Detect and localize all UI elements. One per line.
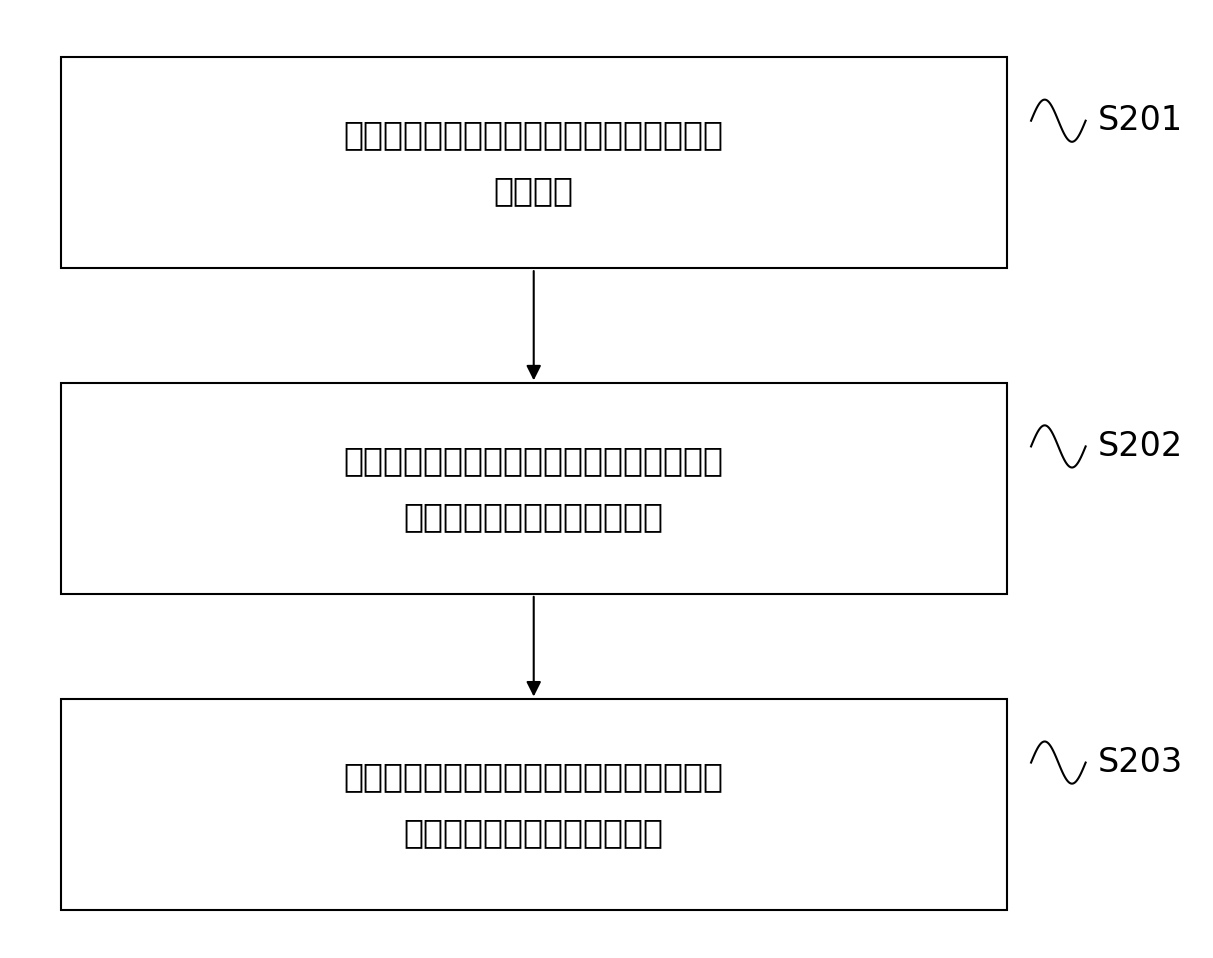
Bar <box>61 57 1007 268</box>
Bar <box>61 699 1007 910</box>
Text: S201: S201 <box>1098 104 1183 137</box>
Text: 第一设备根据第一类发送资源的资源信息确
定控制信道的第二类发送资源: 第一设备根据第一类发送资源的资源信息确 定控制信道的第二类发送资源 <box>343 444 724 534</box>
Text: 第一设备在第一类发送资源和第二类发送资
源上向第二设备发送控制信道: 第一设备在第一类发送资源和第二类发送资 源上向第二设备发送控制信道 <box>343 760 724 850</box>
Bar <box>61 383 1007 594</box>
Text: 第一设备获取控制信道的第一类发送资源的
资源信息: 第一设备获取控制信道的第一类发送资源的 资源信息 <box>343 118 724 208</box>
Text: S203: S203 <box>1098 746 1183 779</box>
Text: S202: S202 <box>1098 430 1183 463</box>
